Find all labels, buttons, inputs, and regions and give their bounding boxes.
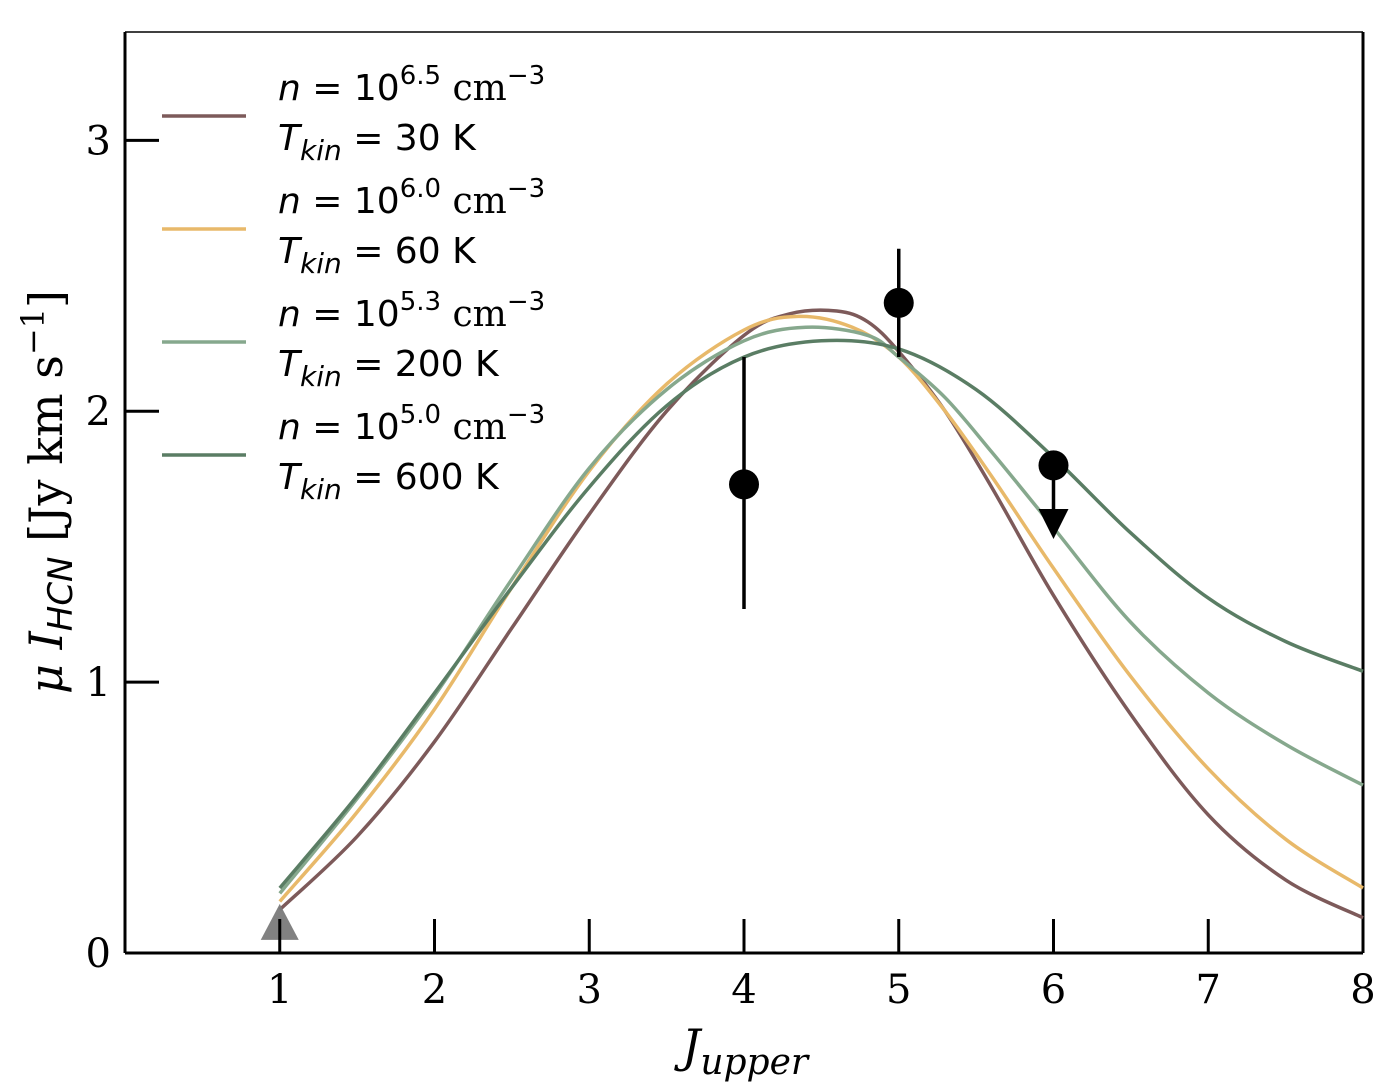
x-axis-label-sub: upper xyxy=(700,1042,810,1083)
legend-n-exp: 5.3 xyxy=(400,287,441,317)
upper-limit-point xyxy=(1038,450,1069,481)
y-axis-label-sub: HCN xyxy=(41,557,81,632)
observation-point xyxy=(883,287,914,318)
legend-spacer xyxy=(301,181,312,222)
legend-spacer xyxy=(441,407,452,448)
y-axis-label: μ IHCN [Jy km s−1] xyxy=(14,290,81,694)
x-tick-label: 4 xyxy=(731,967,756,1013)
series-line-1 xyxy=(278,308,1364,920)
x-tick-label: 5 xyxy=(886,967,911,1013)
legend-n-label: n xyxy=(278,407,301,448)
legend-spacer xyxy=(342,231,353,272)
x-axis-label: Jupper xyxy=(674,1019,810,1083)
legend-n-exp: 6.0 xyxy=(400,174,441,204)
legend-t-value: = 200 K xyxy=(353,344,500,385)
legend-spacer xyxy=(441,181,452,222)
legend-n-base: = 10 xyxy=(312,68,399,109)
legend-n-base: = 10 xyxy=(312,407,399,448)
legend-n-exp: 6.5 xyxy=(400,61,441,91)
legend-t-value: = 30 K xyxy=(353,118,477,159)
y-axis-label-units: [Jy km s xyxy=(19,355,73,542)
legend-n-unit: cm xyxy=(453,407,507,448)
legend-n-unit-exp: −3 xyxy=(507,61,545,91)
legend-label-temperature-2: Tkin = 60 K xyxy=(278,231,477,280)
legend-label-temperature-4: Tkin = 600 K xyxy=(278,457,500,506)
legend-n-exp: 5.0 xyxy=(400,400,441,430)
legend-n-unit: cm xyxy=(453,68,507,109)
series-line-4 xyxy=(278,338,1364,890)
legend-n-label: n xyxy=(278,68,301,109)
legend-t-label: T xyxy=(278,118,303,159)
legend-label-density-2: n = 106.0 cm−3 xyxy=(278,174,545,222)
legend-n-base: = 10 xyxy=(312,294,399,335)
legend-label-density-1: n = 106.5 cm−3 xyxy=(278,61,545,109)
legend-spacer xyxy=(342,457,353,498)
legend-t-label: T xyxy=(278,231,303,272)
series-layer xyxy=(278,308,1364,920)
legend-t-sub: kin xyxy=(300,360,342,393)
legend-label-temperature-1: Tkin = 30 K xyxy=(278,118,477,167)
y-tick-label: 3 xyxy=(86,118,111,164)
legend-spacer xyxy=(342,118,353,159)
x-axis-label-main: J xyxy=(674,1019,703,1073)
legend-label-density-4: n = 105.0 cm−3 xyxy=(278,400,545,448)
y-axis-label-exp: −1 xyxy=(14,308,52,355)
legend-spacer xyxy=(301,294,312,335)
x-tick-label: 7 xyxy=(1196,967,1221,1013)
legend-label-density-3: n = 105.3 cm−3 xyxy=(278,287,545,335)
legend-spacer xyxy=(342,344,353,385)
legend-n-label: n xyxy=(278,181,301,222)
legend-n-unit-exp: −3 xyxy=(507,287,545,317)
legend-spacer xyxy=(301,407,312,448)
legend-label-temperature-3: Tkin = 200 K xyxy=(278,344,500,393)
y-tick-label: 1 xyxy=(86,660,111,706)
x-tick-label: 8 xyxy=(1350,967,1375,1013)
legend-n-base: = 10 xyxy=(312,181,399,222)
legend-n-unit: cm xyxy=(453,294,507,335)
legend-t-label: T xyxy=(278,457,303,498)
legend-t-label: T xyxy=(278,344,303,385)
legend-t-sub: kin xyxy=(300,134,342,167)
legend-spacer xyxy=(441,68,452,109)
legend-t-sub: kin xyxy=(300,247,342,280)
x-tick-label: 1 xyxy=(267,967,292,1013)
y-tick-label: 0 xyxy=(86,931,111,977)
x-tick-label: 3 xyxy=(577,967,602,1013)
x-tick-label: 2 xyxy=(422,967,447,1013)
y-axis-label-close: ] xyxy=(19,290,73,308)
y-axis-label-mu: μ xyxy=(19,664,73,694)
legend-n-unit: cm xyxy=(453,181,507,222)
series-line-2 xyxy=(278,314,1364,903)
x-tick-label: 6 xyxy=(1041,967,1066,1013)
ticks-layer: 1 2 3 4 5 6 7 8 0 1 2 3 xyxy=(86,118,1376,1013)
legend-spacer xyxy=(301,68,312,109)
legend-t-value: = 60 K xyxy=(353,231,477,272)
upper-limit-arrow-head xyxy=(1038,509,1069,540)
legend-n-label: n xyxy=(278,294,301,335)
observations-layer xyxy=(260,248,1069,940)
legend-n-unit-exp: −3 xyxy=(507,174,545,204)
legend-t-value: = 600 K xyxy=(353,457,500,498)
observation-point xyxy=(729,469,759,500)
legend-spacer xyxy=(441,294,452,335)
y-axis-label-i: I xyxy=(19,630,73,650)
y-tick-label: 2 xyxy=(86,389,111,435)
legend-n-unit-exp: −3 xyxy=(507,400,545,430)
legend-t-sub: kin xyxy=(300,473,342,506)
